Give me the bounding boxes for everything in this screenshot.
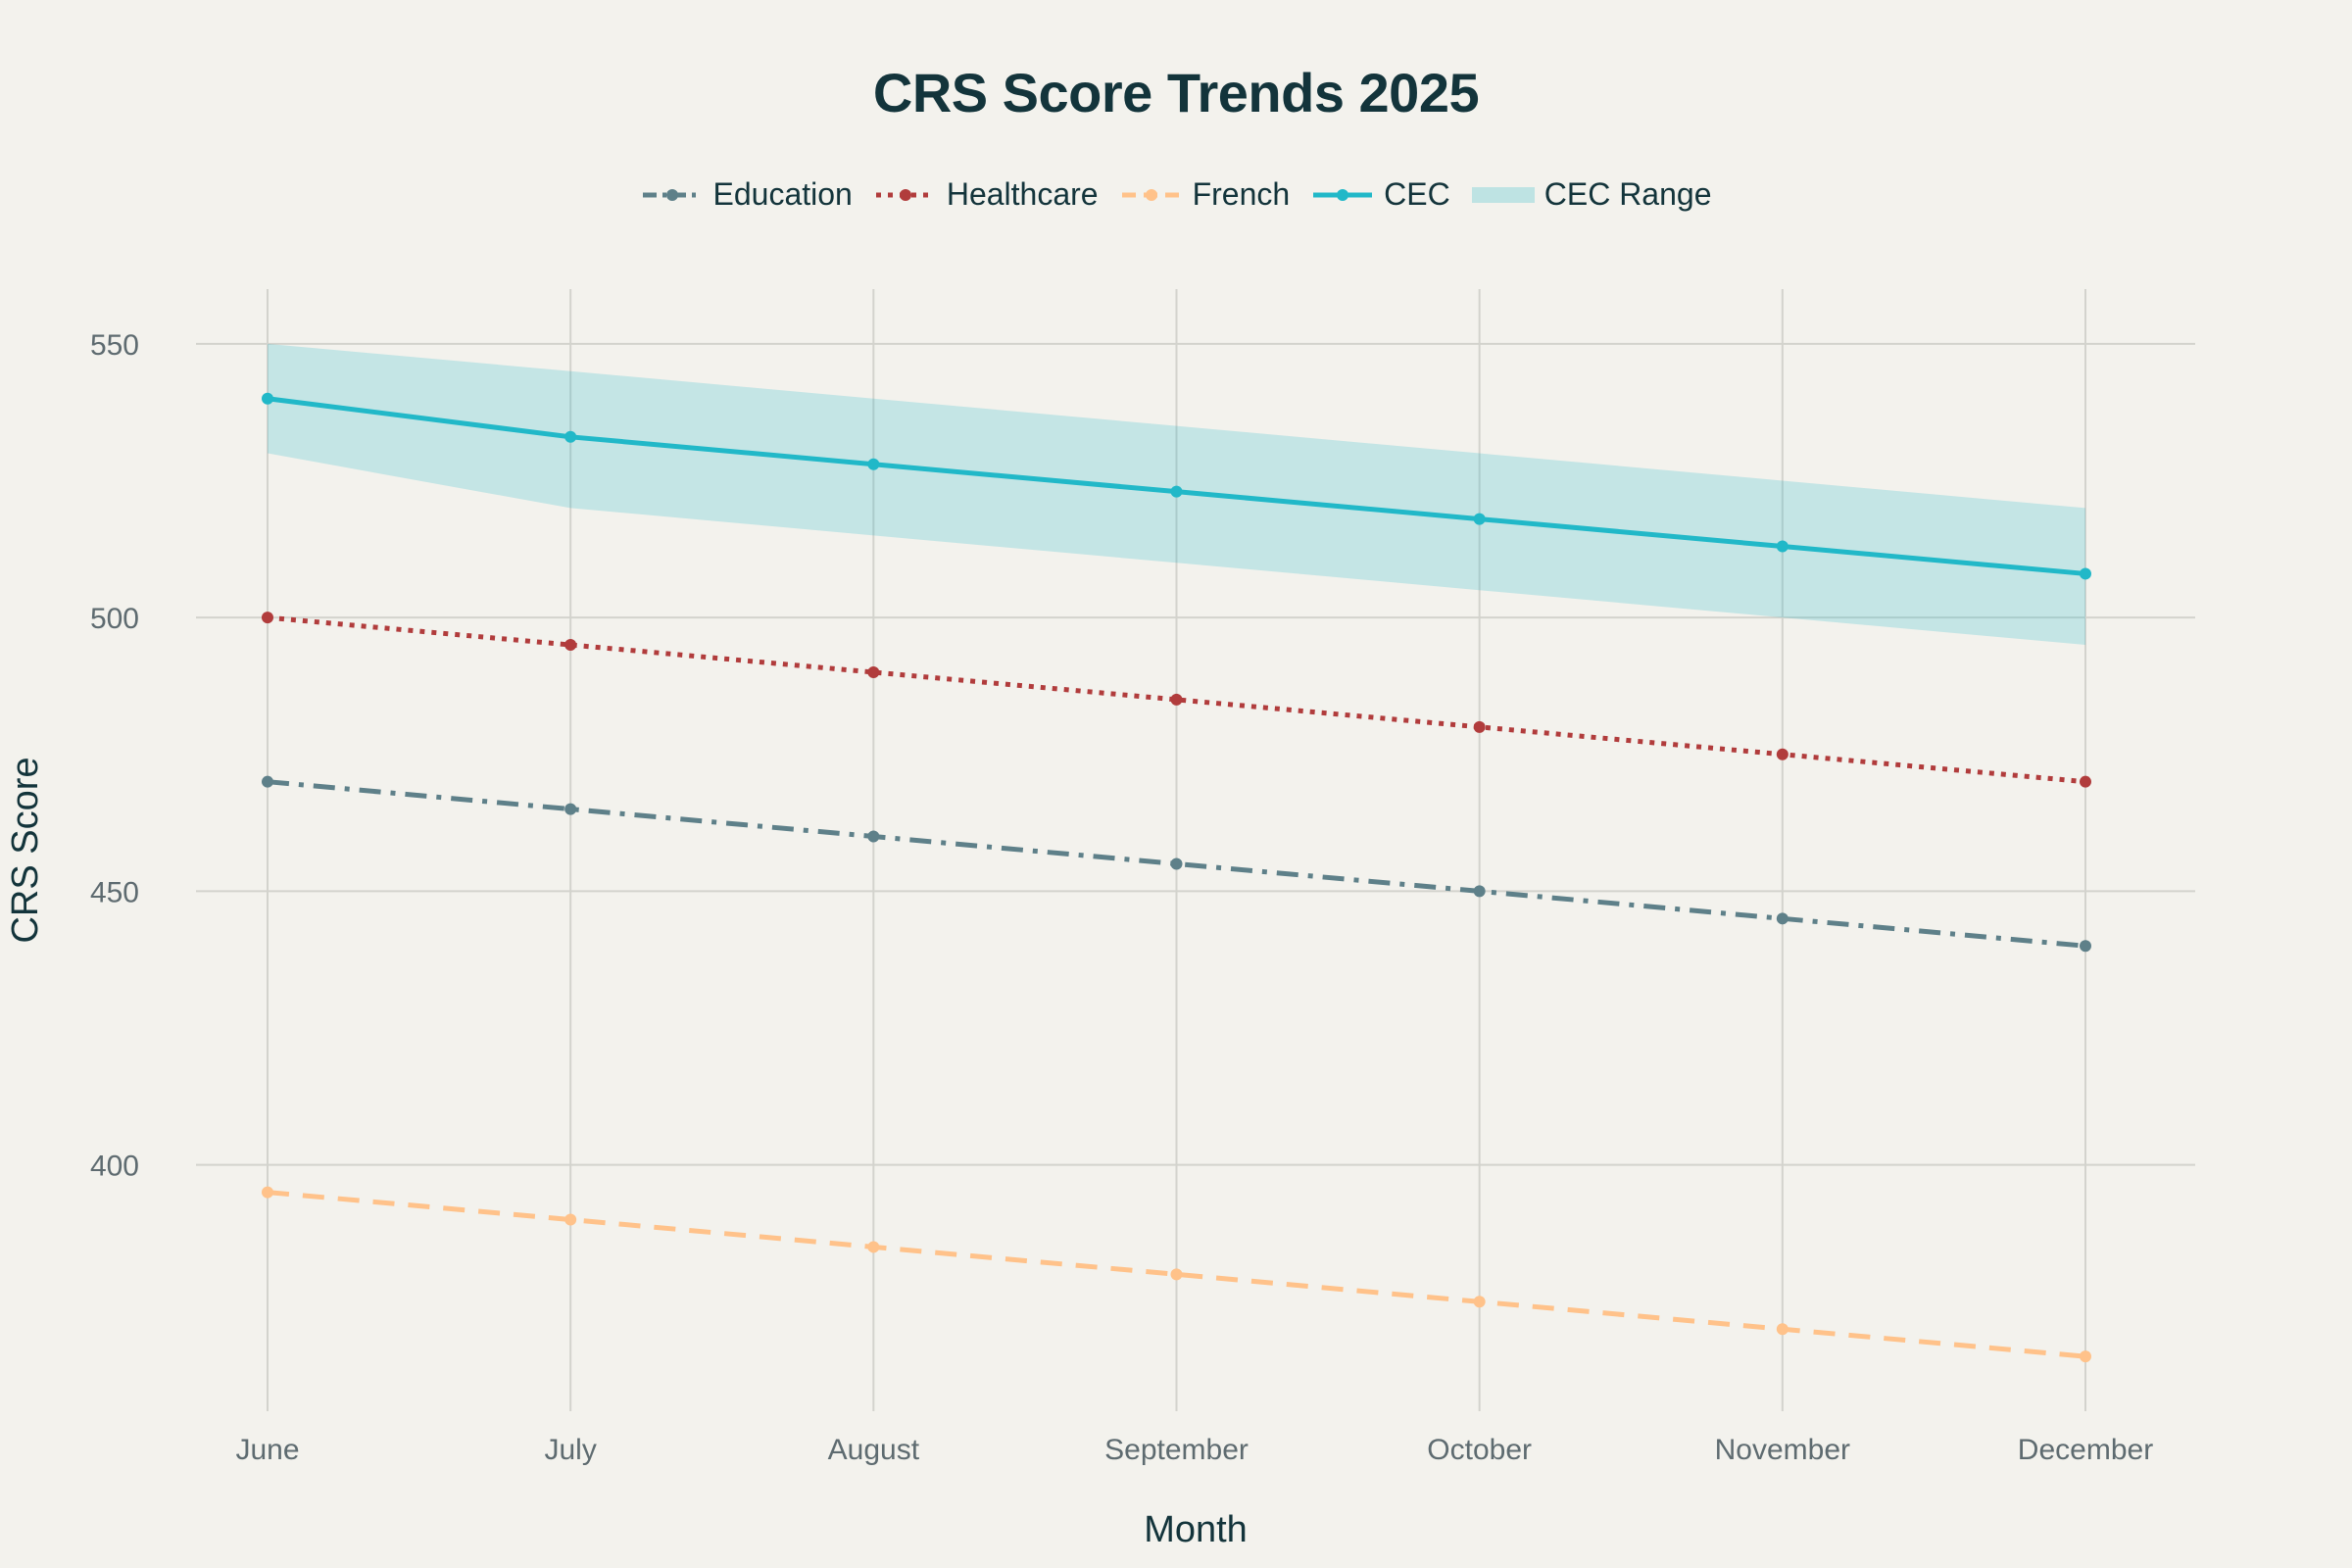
point-cec-december	[2080, 567, 2091, 580]
x-tick-label-september: September	[1104, 1434, 1249, 1466]
y-tick-label-550: 550	[90, 329, 139, 362]
point-education-october	[1473, 885, 1486, 898]
point-french-august	[867, 1241, 880, 1253]
point-healthcare-october	[1473, 720, 1486, 733]
legend-item-education: Education	[641, 176, 853, 213]
legend-swatch-education	[642, 188, 702, 201]
x-tick-label-november: November	[1715, 1434, 1850, 1466]
point-french-december	[2080, 1350, 2091, 1363]
point-education-december	[2080, 940, 2091, 953]
point-french-june	[262, 1186, 273, 1199]
legend-label-education: Education	[712, 176, 853, 212]
point-cec-july	[564, 430, 577, 443]
legend-swatch-healthcare	[875, 188, 935, 201]
chart-title: CRS Score Trends 2025	[872, 62, 1480, 123]
x-tick-label-august: August	[828, 1434, 920, 1466]
point-cec-october	[1473, 513, 1486, 525]
point-cec-june	[262, 392, 273, 405]
point-healthcare-december	[2080, 775, 2091, 788]
legend-item-french: French	[1120, 176, 1291, 213]
point-education-november	[1776, 912, 1788, 925]
legend-label-healthcare: Healthcare	[946, 176, 1099, 212]
legend-swatch-french	[1121, 188, 1181, 201]
point-cec-september	[1170, 485, 1183, 498]
x-tick-label-october: October	[1427, 1434, 1532, 1466]
point-french-july	[564, 1213, 577, 1226]
y-axis-title: CRS Score	[5, 757, 46, 943]
x-tick-label-december: December	[2018, 1434, 2153, 1466]
legend-label-cec-range: CEC Range	[1544, 176, 1712, 212]
point-education-september	[1170, 858, 1183, 870]
legend-item-cec: CEC	[1311, 176, 1450, 213]
point-healthcare-november	[1776, 748, 1788, 760]
x-tick-label-july: July	[544, 1434, 596, 1466]
point-education-june	[262, 775, 273, 788]
y-tick-label-400: 400	[90, 1151, 139, 1183]
point-healthcare-august	[867, 665, 880, 678]
point-french-october	[1473, 1296, 1486, 1308]
point-education-august	[867, 830, 880, 843]
point-healthcare-june	[262, 612, 273, 624]
legend: Education Healthcare French CEC CEC Range	[0, 176, 2352, 213]
y-tick-label-500: 500	[90, 603, 139, 635]
point-french-november	[1776, 1323, 1788, 1336]
legend-item-cec-range: CEC Range	[1471, 176, 1712, 213]
x-tick-label-june: June	[235, 1434, 299, 1466]
legend-swatch-cec-range	[1471, 186, 1535, 203]
legend-label-cec: CEC	[1384, 176, 1450, 212]
legend-item-healthcare: Healthcare	[874, 176, 1099, 213]
legend-label-french: French	[1192, 176, 1291, 212]
point-healthcare-july	[564, 639, 577, 652]
x-axis-title: Month	[1144, 1509, 1248, 1550]
point-cec-november	[1776, 540, 1788, 553]
y-tick-label-450: 450	[90, 876, 139, 908]
point-education-july	[564, 803, 577, 815]
legend-swatch-cec	[1313, 188, 1373, 201]
point-healthcare-september	[1170, 693, 1183, 706]
point-french-september	[1170, 1268, 1183, 1281]
point-cec-august	[867, 458, 880, 470]
